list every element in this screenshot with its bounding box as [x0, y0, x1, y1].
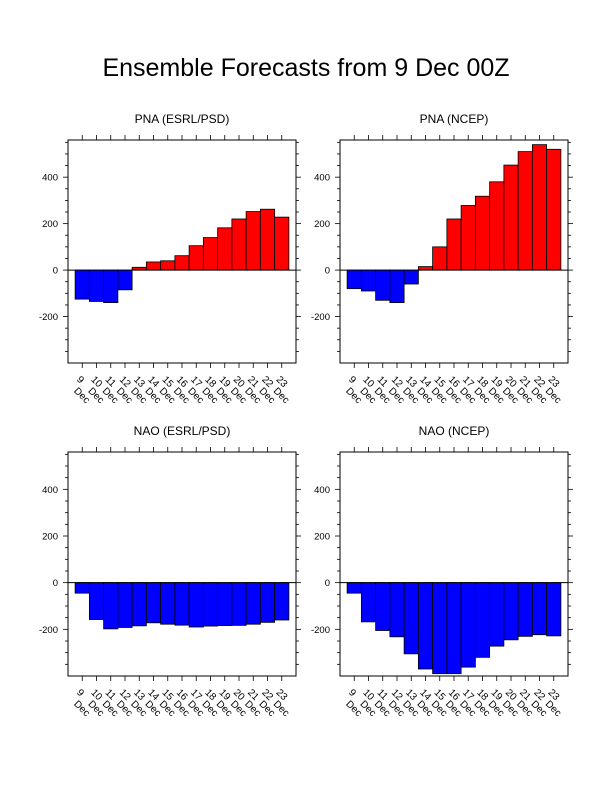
chart-title: PNA (NCEP): [420, 112, 489, 126]
x-tick-label-day: 9: [346, 687, 358, 699]
figure-title: Ensemble Forecasts from 9 Dec 00Z: [102, 54, 510, 82]
bar: [259, 208, 276, 271]
bar: [531, 582, 548, 636]
chart-title: NAO (ESRL/PSD): [134, 424, 231, 438]
bar: [389, 269, 405, 304]
bar: [517, 151, 533, 271]
y-tick-label: -200: [39, 312, 58, 323]
x-tick-label-month: Dec: [271, 699, 291, 719]
bar: [217, 582, 233, 627]
bar: [131, 582, 147, 627]
y-tick-label: 0: [325, 578, 330, 589]
bar: [145, 582, 162, 624]
bar: [245, 211, 261, 271]
y-tick-label: 0: [53, 578, 58, 589]
y-tick-label: -200: [311, 312, 330, 323]
bar: [432, 582, 448, 675]
bar: [346, 582, 362, 594]
y-tick-label: 400: [314, 173, 330, 184]
bar: [474, 582, 491, 658]
bar: [103, 582, 119, 630]
bar: [188, 582, 204, 628]
bar: [117, 269, 133, 291]
bar: [503, 164, 519, 271]
bar: [489, 181, 505, 271]
chart-panel-2: PNA (NCEP)-20002004009Dec10Dec11Dec12Dec…: [311, 112, 573, 406]
bar: [346, 269, 362, 290]
bar: [375, 269, 391, 301]
bar: [174, 255, 190, 271]
bar: [160, 260, 176, 271]
bar: [460, 205, 476, 271]
y-tick-label: 0: [325, 266, 330, 277]
y-tick-label: 400: [314, 485, 330, 496]
bar: [74, 582, 90, 594]
bar: [546, 148, 562, 271]
y-tick-label: 400: [42, 173, 58, 184]
bar: [403, 582, 419, 655]
y-tick-label: 200: [42, 532, 58, 543]
bar: [231, 582, 247, 626]
bar: [188, 245, 204, 271]
bar: [202, 237, 219, 271]
x-tick-label-month: Dec: [543, 699, 563, 719]
bar: [245, 582, 261, 625]
bar: [231, 218, 247, 271]
x-tick-label-day: 9: [74, 687, 86, 699]
y-tick-label: 200: [314, 219, 330, 230]
x-tick-label-month: Dec: [271, 386, 291, 406]
chart-title: NAO (NCEP): [419, 424, 490, 438]
bar: [489, 582, 505, 647]
bar: [432, 246, 448, 271]
bar: [360, 582, 377, 623]
y-tick-label: -200: [39, 625, 58, 636]
bar: [274, 216, 290, 271]
bar: [145, 261, 162, 271]
y-tick-label: 0: [53, 266, 58, 277]
bar: [474, 195, 491, 271]
bar: [546, 582, 562, 637]
bar: [389, 582, 405, 638]
y-tick-label: 200: [42, 219, 58, 230]
bar: [217, 227, 233, 271]
bar: [88, 582, 105, 620]
chart-panel-3: NAO (ESRL/PSD)-20002004009Dec10Dec11Dec1…: [39, 424, 301, 719]
bar: [417, 266, 434, 271]
bar: [503, 582, 519, 641]
bar: [74, 269, 90, 300]
x-tick-label-day: 9: [74, 374, 86, 386]
bar: [531, 144, 548, 271]
bar: [103, 269, 119, 304]
chart-title: PNA (ESRL/PSD): [135, 112, 230, 126]
bar: [174, 582, 190, 626]
bar: [259, 582, 276, 623]
bar: [274, 582, 290, 621]
bar: [446, 582, 462, 675]
bar: [517, 582, 533, 637]
bar: [88, 269, 105, 302]
y-tick-label: -200: [311, 625, 330, 636]
bar: [403, 269, 419, 285]
chart-panel-4: NAO (NCEP)-20002004009Dec10Dec11Dec12Dec…: [311, 424, 573, 719]
bar: [446, 218, 462, 271]
bar: [160, 582, 176, 625]
plot-frame: [67, 451, 297, 677]
chart-panel-1: PNA (ESRL/PSD)-20002004009Dec10Dec11Dec1…: [39, 112, 301, 406]
bar: [375, 582, 391, 631]
bar: [460, 582, 476, 668]
bar: [360, 269, 377, 292]
y-tick-label: 200: [314, 532, 330, 543]
bar: [202, 582, 219, 627]
bar: [117, 582, 133, 628]
y-tick-label: 400: [42, 485, 58, 496]
bar: [417, 582, 434, 670]
x-tick-label-month: Dec: [543, 386, 563, 406]
x-tick-label-day: 9: [346, 374, 358, 386]
